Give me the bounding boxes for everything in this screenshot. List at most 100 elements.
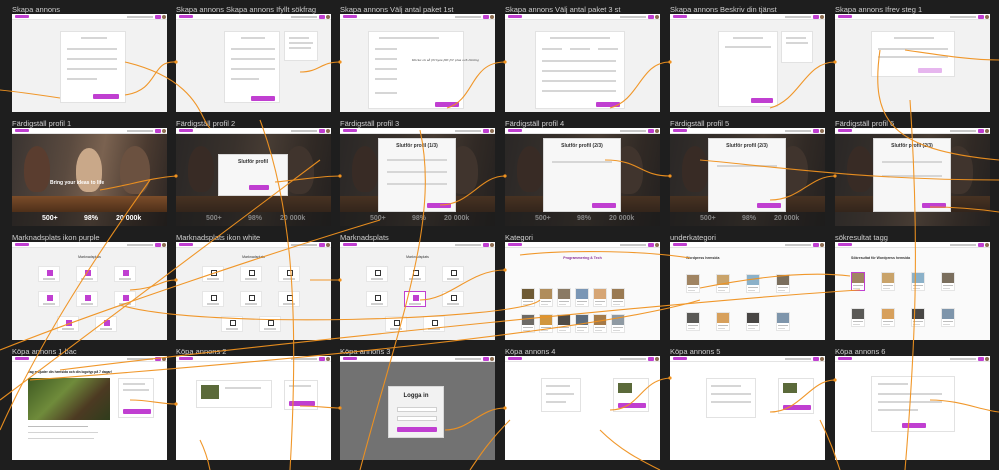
avatar[interactable]: [985, 15, 989, 19]
avatar[interactable]: [820, 15, 824, 19]
nav-cta-button[interactable]: [155, 243, 161, 247]
frame-sokresultat-tagg[interactable]: Sökresultat för Wordpress hemsida: [835, 242, 990, 340]
gig-card[interactable]: [521, 314, 535, 333]
gig-card[interactable]: [776, 274, 790, 293]
category-tile[interactable]: [202, 291, 224, 307]
gig-card[interactable]: [881, 308, 895, 327]
gig-card[interactable]: [911, 308, 925, 327]
nav-cta-button[interactable]: [648, 357, 654, 361]
category-tile[interactable]: [76, 266, 98, 282]
nav-cta-button[interactable]: [813, 357, 819, 361]
continue-button[interactable]: [249, 185, 269, 190]
frame-profil-4[interactable]: 500+ 98% 20 000k Slutför profil (2/3): [505, 128, 660, 226]
gig-card[interactable]: [557, 314, 571, 333]
frame-marknadsplats-purple[interactable]: Marknadsplats: [12, 242, 167, 340]
frame-skapa-annons-ifyllt[interactable]: [176, 14, 331, 112]
nav-cta-button[interactable]: [813, 15, 819, 19]
nav-cta-button[interactable]: [155, 129, 161, 133]
gig-card[interactable]: [539, 314, 553, 333]
category-tile[interactable]: [366, 266, 388, 282]
avatar[interactable]: [162, 243, 166, 247]
frame-skapa-annons[interactable]: [12, 14, 167, 112]
nav-cta-button[interactable]: [319, 243, 325, 247]
nav-cta-button[interactable]: [483, 15, 489, 19]
frame-profil-5[interactable]: 500+ 98% 20 000k Slutför profil (2/3): [670, 128, 825, 226]
avatar[interactable]: [985, 129, 989, 133]
next-button[interactable]: [751, 98, 773, 103]
avatar[interactable]: [820, 243, 824, 247]
avatar[interactable]: [985, 243, 989, 247]
pay-button[interactable]: [618, 403, 646, 408]
category-tile[interactable]: [95, 316, 117, 332]
avatar[interactable]: [655, 357, 659, 361]
category-tile[interactable]: [442, 266, 464, 282]
password-field[interactable]: [397, 416, 437, 421]
avatar[interactable]: [162, 357, 166, 361]
category-tile[interactable]: [221, 316, 243, 332]
gig-card[interactable]: [911, 272, 925, 291]
nav-cta-button[interactable]: [483, 243, 489, 247]
category-tile[interactable]: [259, 316, 281, 332]
next-button[interactable]: [251, 96, 275, 101]
frame-kategori[interactable]: Programmering & Tech: [505, 242, 660, 340]
avatar[interactable]: [326, 243, 330, 247]
gig-card[interactable]: [686, 274, 700, 293]
category-tile[interactable]: [278, 266, 300, 282]
avatar[interactable]: [162, 15, 166, 19]
nav-cta-button[interactable]: [483, 129, 489, 133]
frame-valj-paket-1[interactable]: Klicka ok så förnyas fält för plus och ö…: [340, 14, 495, 112]
nav-cta-button[interactable]: [319, 357, 325, 361]
frame-kopa-6[interactable]: [835, 356, 990, 460]
frame-profil-6[interactable]: Slutför profil (2/3): [835, 128, 990, 226]
frame-profil-1[interactable]: Bring your ideas to life 500+ 98% 20 000…: [12, 128, 167, 226]
publish-button[interactable]: [918, 68, 942, 73]
nav-cta-button[interactable]: [483, 357, 489, 361]
gig-card[interactable]: [575, 288, 589, 307]
nav-cta-button[interactable]: [813, 243, 819, 247]
frame-marknadsplats[interactable]: Marknadsplats: [340, 242, 495, 340]
next-button[interactable]: [596, 102, 620, 107]
gig-card[interactable]: [539, 288, 553, 307]
avatar[interactable]: [820, 357, 824, 361]
gig-card[interactable]: [851, 308, 865, 327]
avatar[interactable]: [490, 243, 494, 247]
category-tile[interactable]: [38, 291, 60, 307]
nav-cta-button[interactable]: [155, 357, 161, 361]
category-tile[interactable]: [278, 291, 300, 307]
avatar[interactable]: [655, 129, 659, 133]
gig-card[interactable]: [941, 272, 955, 291]
category-tile[interactable]: [76, 291, 98, 307]
gig-card[interactable]: [746, 274, 760, 293]
nav-cta-button[interactable]: [978, 15, 984, 19]
nav-cta-button[interactable]: [319, 129, 325, 133]
next-button[interactable]: [592, 203, 616, 208]
next-button[interactable]: [435, 102, 459, 107]
email-field[interactable]: [397, 407, 437, 412]
avatar[interactable]: [490, 357, 494, 361]
gig-card[interactable]: [593, 314, 607, 333]
next-button[interactable]: [93, 94, 119, 99]
next-button[interactable]: [922, 203, 946, 208]
frame-underkategori[interactable]: Wordpress hemsida: [670, 242, 825, 340]
checkout-button[interactable]: [289, 401, 315, 406]
frame-kopa-4[interactable]: [505, 356, 660, 460]
continue-button[interactable]: [123, 409, 151, 414]
avatar[interactable]: [490, 129, 494, 133]
nav-cta-button[interactable]: [648, 15, 654, 19]
category-tile[interactable]: [423, 316, 445, 332]
gig-card[interactable]: [881, 272, 895, 291]
avatar[interactable]: [326, 129, 330, 133]
gig-card[interactable]: [611, 314, 625, 333]
avatar[interactable]: [655, 243, 659, 247]
avatar[interactable]: [326, 357, 330, 361]
gig-card[interactable]: [941, 308, 955, 327]
avatar[interactable]: [162, 129, 166, 133]
frame-beskriv-tjanst[interactable]: [670, 14, 825, 112]
gig-card[interactable]: [776, 312, 790, 331]
nav-cta-button[interactable]: [319, 15, 325, 19]
done-button[interactable]: [902, 423, 926, 428]
nav-cta-button[interactable]: [155, 15, 161, 19]
category-tile[interactable]: [114, 266, 136, 282]
gig-card[interactable]: [593, 288, 607, 307]
nav-cta-button[interactable]: [978, 243, 984, 247]
